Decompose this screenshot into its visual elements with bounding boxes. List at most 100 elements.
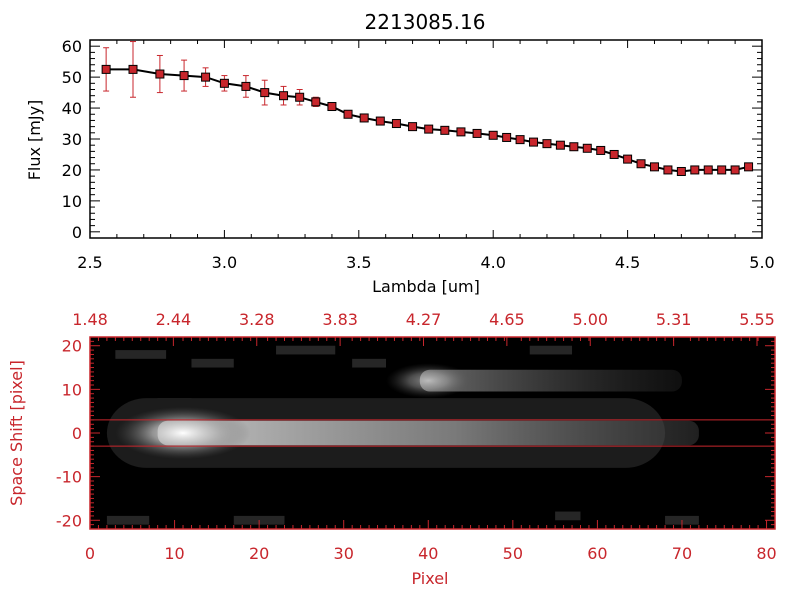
x-tick-label: 40 [418,544,438,563]
x-tick-label: 3.0 [212,253,237,272]
data-point [408,122,418,132]
noise-patch [115,350,167,359]
data-point [391,119,401,129]
data-point [717,165,727,175]
top-tick-label: 5.00 [572,310,608,329]
main-trace [157,420,699,446]
data-point [636,159,646,169]
x-tick-label: 3.5 [346,253,371,272]
data-point [128,64,138,74]
data-point [279,91,289,101]
data-point [424,124,434,134]
data-point [343,109,353,119]
data-point [155,69,165,79]
top-tick-label: 3.28 [239,310,275,329]
data-point [241,81,251,91]
noise-patch [352,358,386,368]
data-point [488,130,498,140]
spectrum-image-axis-ticks: 0 10 20 30 40 50 60 70 80 20 10 0 -10 -20 1.48 2.44 3.28… [56,310,777,563]
data-point [555,140,565,150]
data-point [260,88,270,98]
spectrum-plot-frame [89,39,763,239]
x-tick-label: 4.5 [615,253,640,272]
x-tick-label: 30 [334,544,354,563]
top-tick-label: 4.27 [406,310,442,329]
data-point [359,113,369,123]
y-tick-label: -20 [56,511,82,530]
x-tick-label: 2.5 [77,253,102,272]
secondary-trail [419,369,682,392]
noise-patch [191,358,234,368]
y-tick-label: 60 [62,37,82,56]
data-point [609,149,619,159]
spectrum-x-axis-label: Lambda [um] [372,277,480,296]
data-point [456,127,466,137]
y-tick-label: 30 [62,130,82,149]
data-point [327,102,337,112]
x-tick-label: 10 [164,544,184,563]
x-tick-label: 20 [249,544,269,563]
data-point [582,143,592,153]
data-point [101,64,111,74]
x-tick-label: 0 [85,544,95,563]
x-tick-label: 5.0 [749,253,774,272]
spectrum-image-y-axis-label: Space Shift [pixel] [7,360,26,506]
top-tick-label: 4.65 [489,310,525,329]
data-point [472,128,482,138]
y-tick-label: 20 [62,161,82,180]
data-point [440,125,450,135]
noise-patch [529,345,573,355]
x-tick-label: 70 [672,544,692,563]
flux-line [106,68,749,173]
noise-patch [555,511,581,521]
spectrum-y-axis-label: Flux [mJy] [25,100,44,181]
y-tick-label: 0 [72,223,82,242]
top-tick-label: 1.48 [72,310,108,329]
spectrum-axis-ticks: 2.5 3.0 3.5 4.0 4.5 5.0 0 10 20 30 40 50 60 [62,37,775,272]
chart-title: 2213085.16 [365,10,486,34]
data-point [179,71,189,81]
data-point [219,78,229,88]
top-tick-label: 5.31 [656,310,692,329]
top-tick-label: 5.55 [739,310,775,329]
data-point [676,166,686,176]
data-point [649,162,659,172]
data-point [703,165,713,175]
data-point [744,162,754,172]
data-point [569,142,579,152]
x-tick-label: 60 [587,544,607,563]
y-tick-label: 10 [62,380,82,399]
x-tick-label: 80 [756,544,776,563]
y-tick-label: 40 [62,99,82,118]
data-point [375,116,385,126]
emission-blob [115,406,251,460]
y-tick-label: 10 [62,192,82,211]
data-point [529,137,539,147]
data-point [623,154,633,164]
data-point [201,72,211,82]
spectrum-series [101,41,754,176]
y-tick-label: 50 [62,68,82,87]
data-point [663,165,673,175]
x-tick-label: 50 [503,544,523,563]
x-tick-label: 4.0 [480,253,505,272]
top-tick-label: 3.83 [322,310,358,329]
data-point [730,165,740,175]
data-point [690,165,700,175]
spectrum-image-x-axis-label: Pixel [411,569,448,588]
data-point [502,132,512,142]
emission-blob [385,363,471,399]
spectrum-image-heatmap [90,337,775,529]
y-tick-label: 20 [62,337,82,356]
y-tick-label: -10 [56,468,82,487]
noise-patch [276,345,336,355]
y-tick-label: 0 [72,424,82,443]
data-point [596,145,606,155]
data-point [295,92,305,102]
data-point [542,139,552,149]
top-tick-label: 2.44 [156,310,192,329]
data-point [311,97,321,107]
noise-patch [106,515,150,525]
